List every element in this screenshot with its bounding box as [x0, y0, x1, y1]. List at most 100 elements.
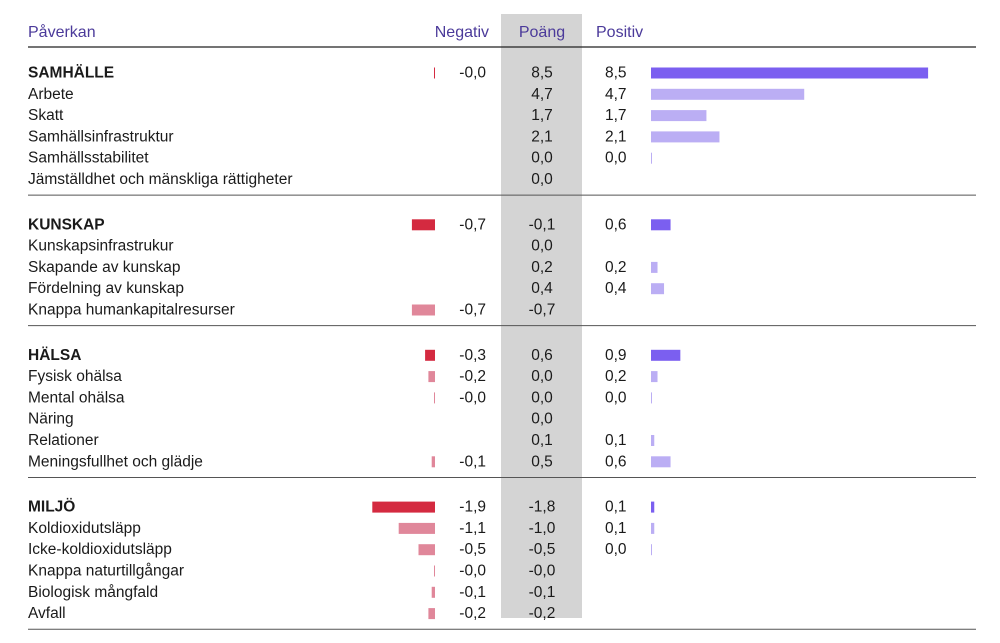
- item-positive-bar: [651, 371, 658, 383]
- group-positive-value: 0,9: [605, 347, 627, 364]
- item-negative-bar: [431, 586, 435, 598]
- item-negative-value: -0,5: [459, 541, 486, 558]
- item-positive-value: 0,0: [605, 150, 627, 167]
- item-positive-value: 0,0: [605, 389, 627, 406]
- item-label: Jämställdhet och mänskliga rättigheter: [28, 171, 293, 188]
- item-negative-value: -0,1: [459, 584, 486, 601]
- item-label: Samhällsinfrastruktur: [28, 128, 174, 145]
- item-score-value: 0,0: [531, 150, 553, 167]
- item-positive-value: 0,0: [605, 541, 627, 558]
- group-score-value: -0,1: [529, 216, 556, 233]
- group-positive-bar: [651, 67, 929, 79]
- item-positive-bar: [651, 392, 652, 404]
- item-label: Meningsfullhet och glädje: [28, 453, 203, 470]
- group-negative-value: -0,0: [459, 65, 486, 82]
- item-label: Relationer: [28, 432, 99, 449]
- item-positive-value: 1,7: [605, 107, 627, 124]
- item-label: Arbete: [28, 86, 74, 103]
- item-positive-bar: [651, 456, 671, 468]
- item-negative-bar: [398, 522, 435, 534]
- group-label: KUNSKAP: [28, 216, 105, 233]
- item-positive-bar: [651, 131, 720, 143]
- item-positive-value: 0,6: [605, 453, 627, 470]
- header-score: Poäng: [519, 24, 565, 41]
- item-label: Kunskapsinfrastrukur: [28, 238, 174, 255]
- item-score-value: -0,2: [529, 605, 556, 622]
- item-positive-value: 0,4: [605, 280, 627, 297]
- item-negative-value: -0,7: [459, 302, 486, 319]
- item-negative-bar: [428, 608, 435, 620]
- item-score-value: -0,5: [529, 541, 556, 558]
- group-positive-value: 0,1: [605, 499, 627, 516]
- item-negative-bar: [431, 456, 435, 468]
- item-score-value: 0,0: [531, 238, 553, 255]
- group-negative-value: -0,7: [459, 216, 486, 233]
- item-positive-value: 2,1: [605, 128, 627, 145]
- item-score-value: 1,7: [531, 107, 553, 124]
- item-score-value: -0,7: [529, 302, 556, 319]
- item-negative-bar: [418, 544, 435, 556]
- item-positive-value: 0,1: [605, 432, 627, 449]
- item-score-value: 0,0: [531, 411, 553, 428]
- item-positive-bar: [651, 261, 658, 273]
- item-label: Näring: [28, 411, 74, 428]
- header-impact: Påverkan: [28, 23, 96, 41]
- table-body: SAMHÄLLE -0,0 8,5 8,5 Arbete 4,7 4,7 Skatt 1,7 1,…: [28, 65, 976, 630]
- group-negative-bar: [372, 501, 435, 513]
- item-label: Fördelning av kunskap: [28, 280, 184, 297]
- item-positive-value: 0,2: [605, 368, 627, 385]
- item-positive-bar: [651, 435, 655, 446]
- group-positive-value: 8,5: [605, 65, 627, 82]
- item-negative-bar: [411, 304, 435, 316]
- item-label: Fysisk ohälsa: [28, 368, 122, 385]
- item-score-value: 0,5: [531, 453, 553, 470]
- item-label: Skapande av kunskap: [28, 259, 181, 276]
- item-label: Knappa humankapitalresurser: [28, 302, 235, 319]
- group-negative-bar: [425, 349, 435, 361]
- score-column-background: [501, 14, 582, 618]
- item-label: Icke-koldioxidutsläpp: [28, 541, 172, 558]
- item-label: Biologisk mångfald: [28, 584, 158, 601]
- group-label: SAMHÄLLE: [28, 65, 114, 82]
- item-positive-bar: [651, 152, 652, 164]
- group-score-value: -1,8: [529, 499, 556, 516]
- item-positive-value: 4,7: [605, 86, 627, 103]
- group-negative-bar: [434, 67, 435, 79]
- item-label: Skatt: [28, 107, 64, 124]
- item-score-value: 0,0: [531, 368, 553, 385]
- item-score-value: 0,4: [531, 280, 553, 297]
- header-positive: Positiv: [596, 24, 643, 41]
- group-label: MILJÖ: [28, 499, 75, 516]
- item-positive-bar: [651, 544, 652, 556]
- item-label: Avfall: [28, 605, 66, 622]
- item-negative-value: -0,2: [459, 368, 486, 385]
- item-score-value: 0,1: [531, 432, 553, 449]
- item-score-value: 2,1: [531, 128, 553, 145]
- item-label: Mental ohälsa: [28, 389, 125, 406]
- item-score-value: -0,1: [529, 584, 556, 601]
- item-score-value: 4,7: [531, 86, 553, 103]
- group-negative-value: -1,9: [459, 499, 486, 516]
- item-positive-bar: [651, 522, 655, 534]
- item-score-value: -1,0: [529, 520, 556, 537]
- item-negative-value: -0,2: [459, 605, 486, 622]
- item-negative-bar: [434, 392, 435, 404]
- group-positive-bar: [651, 219, 671, 231]
- group-positive-value: 0,6: [605, 216, 627, 233]
- header-negative: Negativ: [435, 24, 489, 41]
- item-negative-value: -0,1: [459, 453, 486, 470]
- item-score-value: 0,0: [531, 171, 553, 188]
- item-positive-bar: [651, 110, 707, 122]
- item-negative-bar: [428, 371, 435, 383]
- group-negative-value: -0,3: [459, 347, 486, 364]
- item-label: Knappa naturtillgångar: [28, 563, 184, 580]
- item-negative-value: -1,1: [459, 520, 486, 537]
- item-label: Samhällsstabilitet: [28, 150, 149, 167]
- group-label: HÄLSA: [28, 347, 81, 364]
- item-score-value: 0,0: [531, 389, 553, 406]
- item-negative-bar: [434, 565, 435, 577]
- item-negative-value: -0,0: [459, 563, 486, 580]
- group-score-value: 8,5: [531, 65, 553, 82]
- group-positive-bar: [651, 501, 655, 513]
